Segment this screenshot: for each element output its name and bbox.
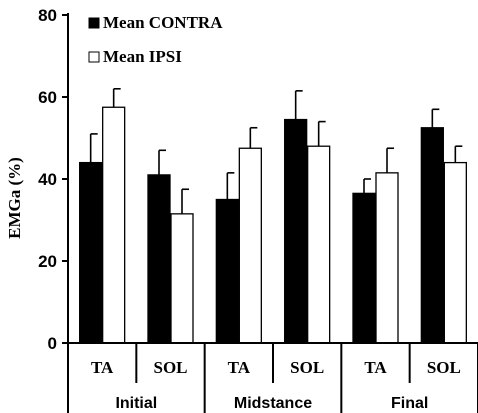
bar-contra <box>284 118 308 344</box>
x-category-label: TA <box>228 358 251 377</box>
legend: Mean CONTRA Mean IPSI <box>88 13 223 66</box>
x-category-label: TA <box>91 358 114 377</box>
x-category-label: SOL <box>427 358 461 377</box>
y-axis-label: EMGa (%) <box>5 157 24 239</box>
x-axis: TA SOL TA SOL TA SOL Initial Midstance Final <box>68 342 478 413</box>
bars <box>79 88 467 344</box>
x-category-label: TA <box>364 358 387 377</box>
legend-swatch-ipsi <box>88 51 100 63</box>
y-tick-label: 80 <box>38 6 57 25</box>
legend-label-contra: Mean CONTRA <box>103 13 223 32</box>
x-group-label: Final <box>391 395 428 412</box>
y-tick-label: 0 <box>48 334 57 353</box>
bar-ipsi <box>307 145 331 344</box>
x-category-label: SOL <box>153 358 187 377</box>
legend-swatch-contra <box>88 17 100 29</box>
bar-ipsi <box>238 147 262 344</box>
bar-ipsi <box>170 213 194 344</box>
bar-ipsi <box>102 106 126 344</box>
bar-ipsi <box>375 172 399 344</box>
bar-contra <box>147 174 171 344</box>
x-group-label: Initial <box>115 395 157 412</box>
y-tick-label: 60 <box>38 88 57 107</box>
bar-contra <box>79 161 103 344</box>
x-category-label: SOL <box>290 358 324 377</box>
bar-contra <box>352 192 376 344</box>
bar-contra <box>420 127 444 344</box>
y-axis: 0 20 40 60 80 <box>38 6 69 413</box>
x-group-label: Midstance <box>234 395 312 412</box>
y-tick-label: 40 <box>38 170 57 189</box>
legend-label-ipsi: Mean IPSI <box>103 47 182 66</box>
y-tick-label: 20 <box>38 252 57 271</box>
bar-ipsi <box>443 161 467 344</box>
bar-contra <box>215 198 239 344</box>
